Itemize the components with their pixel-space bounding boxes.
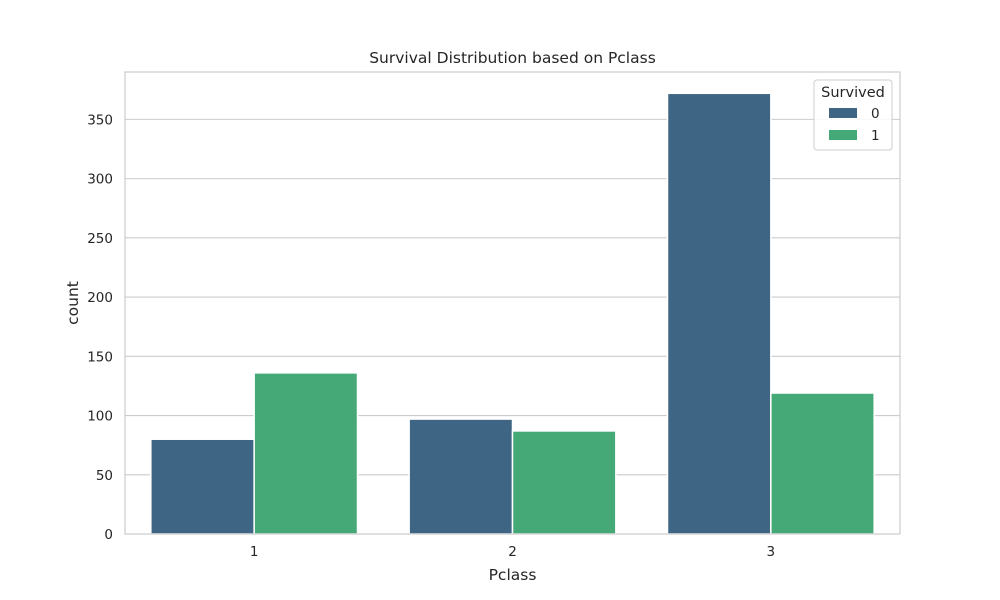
- bar-pclass-3-survived-1: [770, 392, 875, 535]
- x-tick-label: 3: [767, 544, 776, 560]
- y-tick-label: 300: [87, 172, 113, 188]
- y-tick-label: 200: [87, 290, 113, 306]
- y-tick-label: 350: [87, 112, 113, 128]
- bars: [150, 92, 875, 535]
- legend-title: Survived: [821, 85, 885, 101]
- bar-pclass-2-survived-1: [511, 430, 617, 535]
- legend-swatch-survived-0: [829, 108, 857, 118]
- y-tick-label: 150: [87, 349, 113, 365]
- bar-pclass-1-survived-1: [253, 372, 359, 535]
- x-axis-ticks: 1 2 3: [250, 544, 775, 560]
- plot-frame: [124, 71, 901, 535]
- bar-pclass-1-survived-0: [150, 438, 255, 535]
- y-tick-label: 250: [87, 231, 113, 247]
- bar-pclass-3-survived-0: [666, 92, 772, 535]
- y-axis-ticks: 0 50 100 150 200 250 300 350: [87, 112, 113, 543]
- legend-label-survived-0: 0: [871, 106, 880, 122]
- y-axis-label: count: [64, 281, 82, 325]
- x-axis-label: Pclass: [489, 566, 537, 584]
- legend-label-survived-1: 1: [871, 128, 880, 144]
- y-tick-label: 100: [87, 409, 113, 425]
- legend: Survived 0 1: [813, 79, 893, 151]
- y-tick-label: 0: [104, 527, 113, 543]
- chart-title: Survival Distribution based on Pclass: [369, 49, 656, 67]
- x-tick-label: 2: [508, 544, 517, 560]
- legend-swatch-survived-1: [829, 130, 857, 140]
- bar-pclass-2-survived-0: [408, 418, 514, 535]
- x-tick-label: 1: [250, 544, 259, 560]
- y-tick-label: 50: [96, 468, 113, 484]
